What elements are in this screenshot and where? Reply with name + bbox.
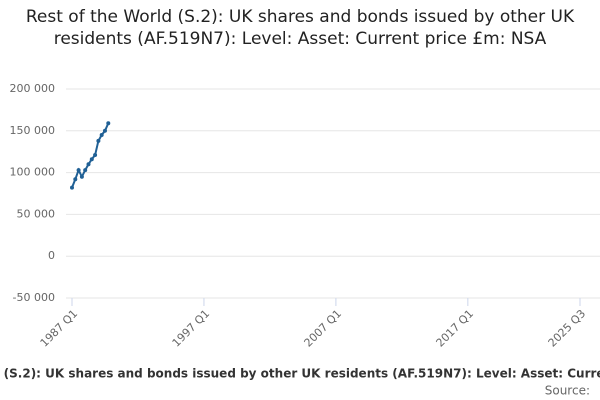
- data-point: [89, 157, 94, 162]
- y-tick-label: 0: [48, 249, 55, 262]
- x-tick-label: 2007 Q1: [302, 307, 345, 350]
- x-tick-label: 1997 Q1: [170, 307, 213, 350]
- source: Source:: [545, 384, 590, 398]
- series-line: [71, 122, 110, 189]
- y-tick-label: 200 000: [10, 82, 56, 95]
- data-point: [96, 138, 101, 143]
- data-point: [79, 174, 84, 179]
- data-point: [70, 185, 74, 190]
- data-point: [93, 153, 98, 158]
- data-point: [102, 128, 107, 133]
- legend-label: Rest of the World (S.2): UK shares and b…: [0, 367, 600, 381]
- data-point: [86, 162, 91, 167]
- data-point: [76, 168, 81, 173]
- data-point: [73, 177, 78, 182]
- y-tick-label: 50 000: [17, 207, 56, 220]
- data-point: [99, 132, 104, 137]
- y-tick-label: 150 000: [10, 124, 56, 137]
- x-tick-label: 2025 Q3: [546, 307, 589, 350]
- y-tick-label: -50 000: [13, 291, 55, 304]
- data-point: [106, 121, 111, 126]
- data-point: [83, 168, 88, 173]
- x-tick-label: 2017 Q1: [434, 307, 477, 350]
- chart-title: Rest of the World (S.2): UK shares and b…: [25, 7, 575, 49]
- y-tick-label: 100 000: [10, 166, 56, 179]
- x-tick-label: 1987 Q1: [38, 307, 81, 350]
